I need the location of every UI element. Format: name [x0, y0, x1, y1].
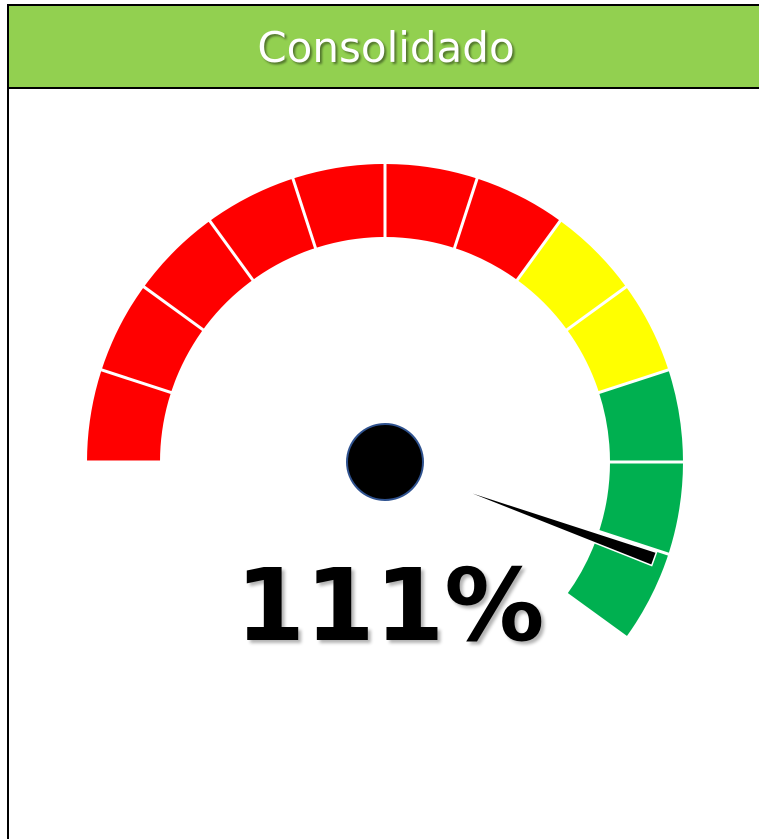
needle [450, 484, 658, 567]
gauge-band [517, 220, 669, 393]
gauge-band [567, 369, 683, 638]
segment-divider [565, 285, 628, 332]
value-label: 111% [236, 547, 545, 664]
segment-divider [597, 368, 670, 395]
title-bar [7, 4, 759, 89]
segment-divider [452, 177, 479, 250]
segment-divider [142, 285, 205, 332]
segment-divider [291, 177, 318, 250]
segment-divider [597, 529, 670, 556]
chart-title: Consolidado [257, 23, 514, 72]
segment-divider [208, 219, 255, 282]
needle-hub [346, 423, 424, 501]
gauge-band [87, 163, 561, 462]
segment-divider [565, 592, 628, 639]
segment-divider [100, 368, 173, 395]
segment-divider [515, 219, 562, 282]
